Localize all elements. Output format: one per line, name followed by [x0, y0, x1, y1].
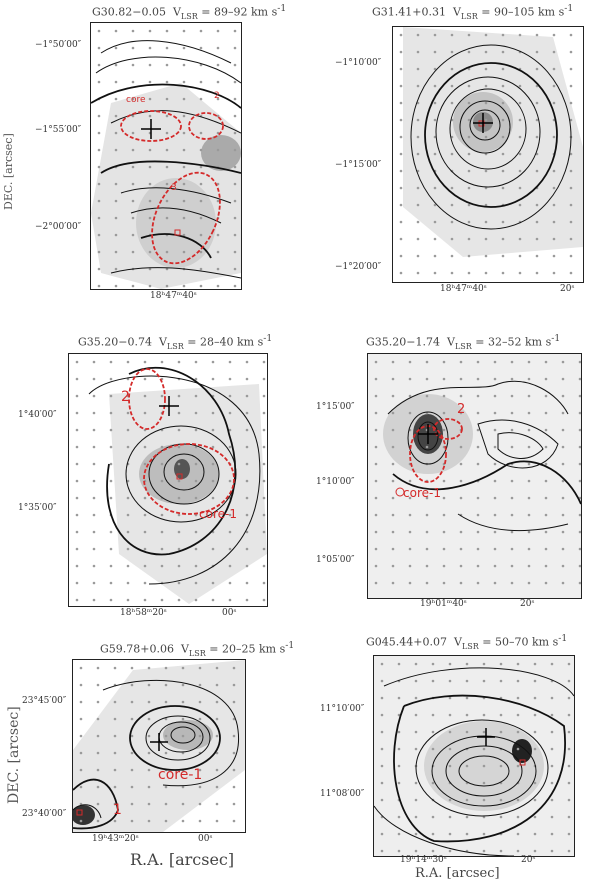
panel-title: G59.78+0.06 VLSR = 20–25 km s-1: [100, 640, 294, 658]
velocity-range: = 50–70 km s: [482, 635, 559, 649]
ra-tick: 19ʰ14ᵐ30ˢ: [400, 855, 447, 865]
map-canvas: [368, 354, 581, 598]
ra-tick: 18ʰ47ᵐ40ˢ: [440, 284, 487, 294]
core-label: 2: [214, 91, 220, 101]
dec-tick: −2°00′00″: [35, 222, 82, 232]
panel-title: G35.20−1.74 VLSR = 32–52 km s-1: [366, 333, 560, 351]
vlsr-symbol: V: [159, 335, 167, 349]
source-name: G31.41+0.31: [372, 5, 446, 19]
vlsr-subscript: LSR: [460, 11, 478, 21]
map-frame: core 2 3: [90, 22, 242, 290]
ra-tick: 18ʰ58ᵐ20ˢ: [120, 608, 167, 618]
vlsr-unit-exponent: -1: [285, 640, 295, 651]
dec-tick: −1°50′00″: [35, 40, 82, 50]
dec-tick: −1°55′00″: [35, 125, 82, 135]
vlsr-subscript: LSR: [461, 641, 479, 651]
vlsr-symbol: V: [454, 635, 462, 649]
vlsr-symbol: V: [453, 5, 461, 19]
dec-axis-label: DEC. [arcsec]: [2, 133, 15, 210]
dec-tick: −1°10′00″: [335, 58, 382, 68]
velocity-range: = 90–105 km s: [481, 5, 565, 19]
map-frame: [373, 655, 575, 857]
dec-tick: 23°45′00″: [22, 696, 67, 706]
vlsr-symbol: V: [173, 5, 181, 19]
core-label: core-1: [199, 507, 237, 521]
ra-tick: 00ˢ: [198, 834, 213, 844]
vlsr-subscript: LSR: [454, 341, 472, 351]
panel-title: G31.41+0.31 VLSR = 90–105 km s-1: [372, 3, 573, 21]
source-name: G045.44+0.07: [366, 635, 447, 649]
map-frame: 2 core-1: [68, 353, 268, 607]
dec-tick: −1°15′00″: [335, 160, 382, 170]
map-canvas: [374, 656, 574, 856]
source-name: G35.20−0.74: [78, 335, 152, 349]
vlsr-unit-exponent: -1: [551, 333, 561, 344]
vlsr-symbol: V: [181, 642, 189, 656]
ra-axis-label: R.A. [arcsec]: [415, 866, 500, 881]
source-name: G59.78+0.06: [100, 642, 174, 656]
map-canvas: [393, 27, 583, 282]
ra-tick: 00ˢ: [222, 608, 237, 618]
ra-tick: 20ˢ: [560, 284, 575, 294]
panel-title: G35.20−0.74 VLSR = 28–40 km s-1: [78, 333, 272, 351]
vlsr-unit-exponent: -1: [277, 3, 287, 14]
dec-tick: −1°20′00″: [335, 262, 382, 272]
dec-tick: 11°10′00″: [320, 704, 365, 714]
velocity-range: = 32–52 km s: [475, 335, 552, 349]
core-label: core-1: [158, 767, 203, 783]
ra-tick: 20ˢ: [521, 855, 536, 865]
dec-tick: 1°15′00″: [316, 402, 355, 412]
core-label: 2: [121, 389, 130, 405]
map-frame: core-1 1: [72, 659, 246, 833]
dec-tick: 1°05′00″: [316, 555, 355, 565]
velocity-range: = 20–25 km s: [209, 642, 286, 656]
vlsr-subscript: LSR: [188, 648, 206, 658]
map-frame: [392, 26, 584, 283]
core-label: core-1: [403, 486, 441, 500]
vlsr-unit-exponent: -1: [263, 333, 273, 344]
panel-title: G30.82−0.05 VLSR = 89–92 km s-1: [92, 3, 286, 21]
dec-tick: 1°35′00″: [18, 503, 57, 513]
vlsr-unit-exponent: -1: [564, 3, 574, 14]
dec-tick: 23°40′00″: [22, 809, 67, 819]
map-canvas: [69, 354, 267, 606]
dec-tick: 1°40′00″: [18, 410, 57, 420]
vlsr-subscript: LSR: [180, 11, 198, 21]
map-canvas: [91, 23, 241, 289]
core-label: core: [126, 95, 146, 105]
source-name: G30.82−0.05: [92, 5, 166, 19]
velocity-range: = 28–40 km s: [187, 335, 264, 349]
ra-tick: 19ʰ43ᵐ20ˢ: [92, 834, 139, 844]
ra-tick: 19ʰ01ᵐ40ˢ: [420, 599, 467, 609]
velocity-range: = 89–92 km s: [201, 5, 278, 19]
dec-axis-label: DEC. [arcsec]: [6, 706, 22, 804]
vlsr-unit-exponent: -1: [558, 633, 568, 644]
ra-tick: 20ˢ: [520, 599, 535, 609]
vlsr-subscript: LSR: [166, 341, 184, 351]
panel-title: G045.44+0.07 VLSR = 50–70 km s-1: [366, 633, 567, 651]
core-label: 1: [113, 802, 122, 818]
vlsr-symbol: V: [447, 335, 455, 349]
core-label: 3: [171, 183, 177, 193]
map-frame: 2 core-1: [367, 353, 582, 599]
dec-tick: 11°08′00″: [320, 789, 365, 799]
ra-tick: 18ʰ47ᵐ40ˢ: [150, 291, 197, 301]
ra-axis-label: R.A. [arcsec]: [130, 850, 235, 869]
dec-tick: 1°10′00″: [316, 477, 355, 487]
map-canvas: [73, 660, 245, 832]
core-label: 2: [457, 402, 466, 417]
source-name: G35.20−1.74: [366, 335, 440, 349]
